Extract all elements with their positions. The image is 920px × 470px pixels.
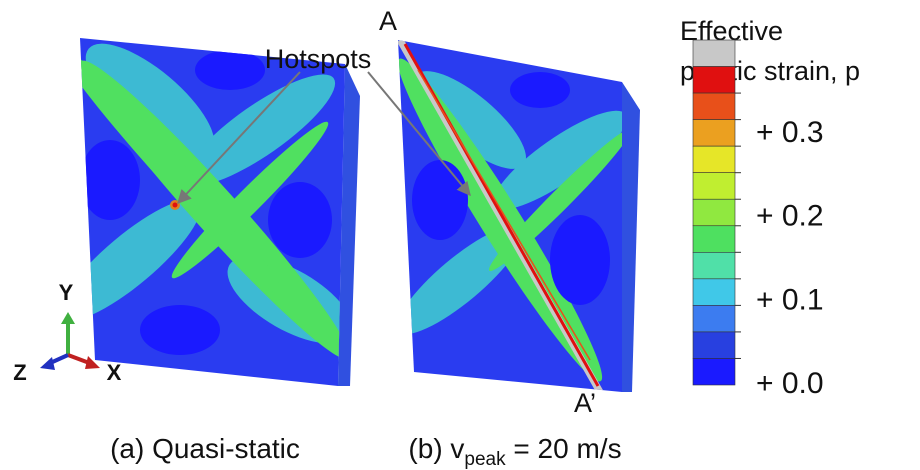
caption: (b) vpeak = 20 m/s <box>408 433 621 470</box>
section-label: A’ <box>574 388 596 418</box>
colorbar-segment <box>692 119 736 147</box>
caption: (a) Quasi-static <box>110 433 300 464</box>
hotspot-arrow <box>367 71 471 197</box>
colorbar-label: + 0.0 <box>756 367 824 400</box>
annotation: Hotspots <box>265 44 372 74</box>
colorbar-segment <box>692 278 736 306</box>
colorbar-segment <box>692 172 736 200</box>
colorbar-segment <box>692 331 736 359</box>
colorbar-label: + 0.3 <box>756 116 824 149</box>
colorbar-label: + 0.1 <box>756 283 824 316</box>
colorbar-segment <box>692 252 736 280</box>
panel-a-model <box>80 38 360 386</box>
caption-subscript: peak <box>464 449 506 470</box>
colorbar: + 0.3 + 0.2 + 0.1 + 0.0 <box>692 39 824 400</box>
colorbar-segment <box>692 39 736 67</box>
caption-part: (b) v <box>408 433 464 464</box>
colorbar-segment <box>692 198 736 227</box>
axis-label: X <box>107 360 122 385</box>
colorbar-segment <box>692 145 736 173</box>
colorbar-segment <box>692 225 736 253</box>
section-label: A <box>379 6 397 36</box>
caption-part: = 20 m/s <box>506 433 622 464</box>
axis-label: Z <box>13 360 26 385</box>
colorbar-segment <box>692 305 736 333</box>
colorbar-label: + 0.2 <box>756 200 824 233</box>
axis-label: Y <box>59 280 74 305</box>
axis-triad: Y X Z <box>13 280 121 385</box>
hotspot-arrow <box>177 71 301 205</box>
colorbar-segment <box>692 66 736 94</box>
colorbar-segment <box>692 358 736 386</box>
colorbar-segment <box>692 92 736 120</box>
panel-b-model <box>398 40 640 392</box>
